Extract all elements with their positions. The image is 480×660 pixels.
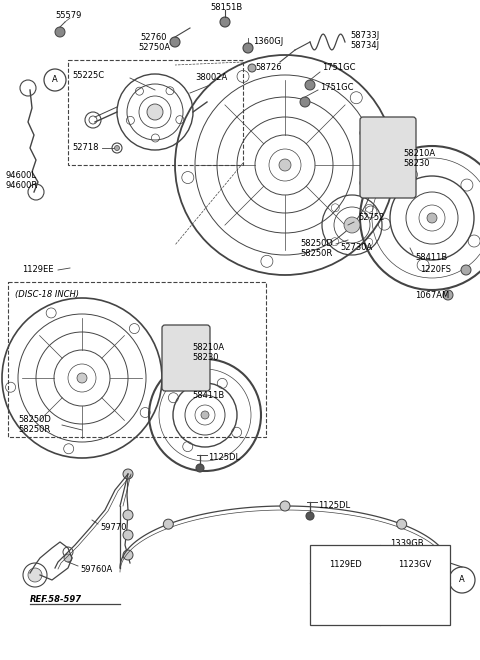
- Text: 58726: 58726: [255, 63, 282, 73]
- Text: 58230: 58230: [192, 352, 218, 362]
- FancyBboxPatch shape: [162, 325, 210, 391]
- Circle shape: [413, 601, 417, 605]
- Circle shape: [170, 37, 180, 47]
- Text: 52750A: 52750A: [138, 44, 170, 53]
- Circle shape: [28, 568, 42, 582]
- Text: 1125DL: 1125DL: [208, 453, 240, 463]
- Circle shape: [427, 213, 437, 223]
- Text: 58210A: 58210A: [192, 343, 224, 352]
- Circle shape: [179, 350, 195, 366]
- Text: 1339GB: 1339GB: [390, 539, 424, 548]
- Circle shape: [300, 97, 310, 107]
- Circle shape: [380, 148, 400, 168]
- Circle shape: [196, 464, 204, 472]
- Bar: [310, 545, 450, 625]
- Text: 1125DL: 1125DL: [318, 502, 350, 510]
- Circle shape: [201, 411, 209, 419]
- Text: 52752: 52752: [358, 213, 384, 222]
- Circle shape: [396, 519, 407, 529]
- Circle shape: [55, 27, 65, 37]
- Circle shape: [343, 601, 347, 605]
- Circle shape: [443, 290, 453, 300]
- Circle shape: [248, 64, 256, 72]
- Text: 1129EE: 1129EE: [22, 265, 53, 275]
- Circle shape: [173, 344, 201, 372]
- Circle shape: [306, 512, 314, 520]
- Text: 94600L: 94600L: [5, 170, 36, 180]
- Text: 58250D: 58250D: [300, 238, 333, 248]
- Circle shape: [279, 159, 291, 171]
- Circle shape: [461, 265, 471, 275]
- Text: 59760A: 59760A: [80, 566, 112, 574]
- Text: (DISC-18 INCH): (DISC-18 INCH): [15, 290, 79, 300]
- Text: 38002A: 38002A: [195, 73, 227, 82]
- Circle shape: [372, 140, 408, 176]
- Circle shape: [64, 554, 72, 562]
- Text: 1123GV: 1123GV: [398, 560, 432, 569]
- Text: 55225C: 55225C: [72, 71, 104, 79]
- FancyBboxPatch shape: [360, 117, 416, 198]
- Circle shape: [163, 519, 173, 529]
- Text: 1751GC: 1751GC: [320, 84, 353, 92]
- Text: 58250R: 58250R: [300, 249, 332, 259]
- Text: 58230: 58230: [403, 158, 430, 168]
- Circle shape: [220, 17, 230, 27]
- Text: 59770: 59770: [100, 523, 127, 533]
- Circle shape: [77, 373, 87, 383]
- Text: REF.58-597: REF.58-597: [30, 595, 82, 605]
- Circle shape: [424, 551, 436, 563]
- Text: 52730A: 52730A: [340, 244, 372, 253]
- Text: 1129ED: 1129ED: [329, 560, 361, 569]
- Text: 58411B: 58411B: [415, 253, 447, 263]
- Circle shape: [243, 43, 253, 53]
- Text: 55579: 55579: [55, 11, 82, 20]
- Text: 58734J: 58734J: [350, 40, 379, 50]
- Circle shape: [344, 217, 360, 233]
- Text: 94600R: 94600R: [5, 180, 37, 189]
- Text: 58151B: 58151B: [210, 3, 242, 13]
- Text: A: A: [52, 75, 58, 84]
- Text: 52760: 52760: [140, 34, 167, 42]
- Circle shape: [147, 104, 163, 120]
- Text: 58210A: 58210A: [403, 148, 435, 158]
- Circle shape: [305, 80, 315, 90]
- Text: 52718: 52718: [72, 143, 98, 152]
- Text: 1220FS: 1220FS: [420, 265, 451, 275]
- Text: 1067AM: 1067AM: [415, 290, 449, 300]
- Circle shape: [123, 550, 133, 560]
- Text: 58250D: 58250D: [18, 416, 51, 424]
- Text: 1360GJ: 1360GJ: [253, 38, 283, 46]
- Text: 1751GC: 1751GC: [322, 63, 356, 73]
- Circle shape: [280, 501, 290, 511]
- Circle shape: [123, 469, 133, 479]
- Circle shape: [123, 530, 133, 540]
- Circle shape: [115, 145, 120, 150]
- Bar: [8, 282, 266, 437]
- Circle shape: [123, 510, 133, 520]
- Text: 58411B: 58411B: [192, 391, 224, 399]
- Text: A: A: [459, 576, 465, 585]
- Bar: [68, 60, 243, 165]
- Text: 58250R: 58250R: [18, 426, 50, 434]
- Text: 58733J: 58733J: [350, 30, 379, 40]
